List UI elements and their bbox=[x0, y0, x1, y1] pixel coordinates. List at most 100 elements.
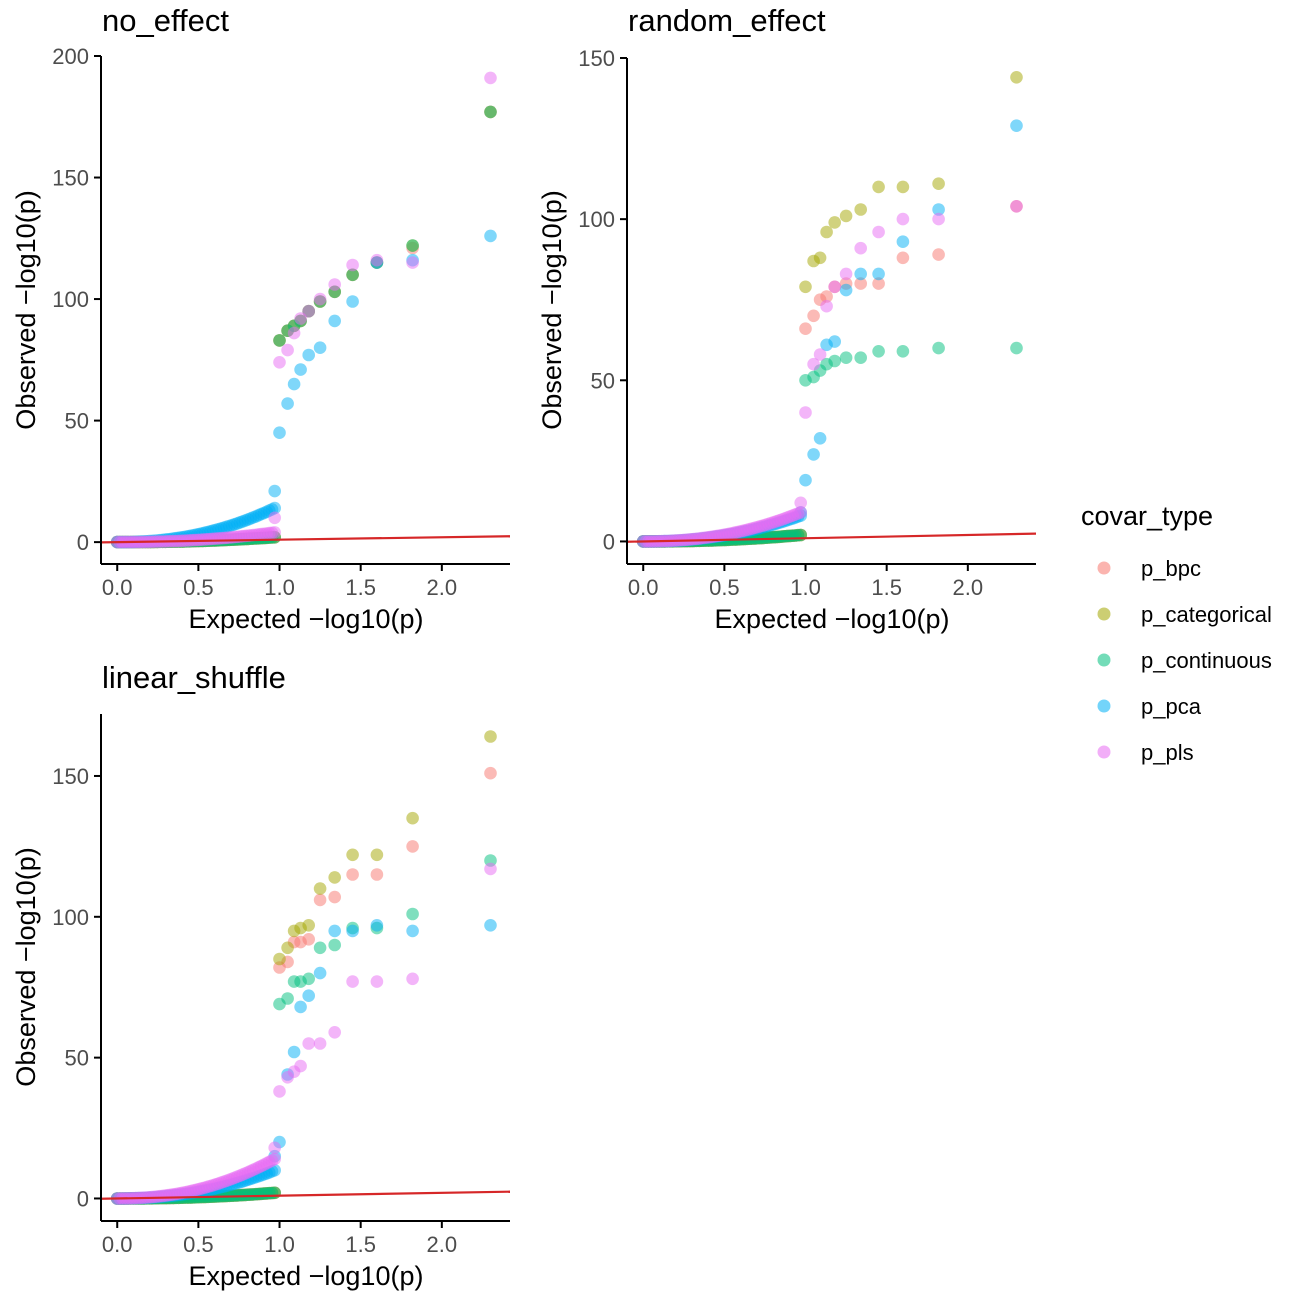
x-tick-label: 0.5 bbox=[183, 575, 214, 600]
data-points bbox=[110, 71, 497, 549]
x-axis-title: Expected −log10(p) bbox=[189, 604, 424, 634]
legend-item-p-categorical: p_categorical bbox=[1097, 602, 1272, 627]
point-p-categorical bbox=[828, 216, 841, 229]
point-p-categorical bbox=[370, 848, 384, 862]
legend-title: covar_type bbox=[1081, 501, 1213, 531]
point-p-pca bbox=[896, 235, 910, 248]
point-p-bpc bbox=[932, 248, 945, 261]
point-p-pca bbox=[1010, 119, 1023, 132]
legend-key-p-pca bbox=[1097, 699, 1111, 713]
y-tick-label: 50 bbox=[65, 1046, 89, 1071]
y-tick-label: 150 bbox=[52, 764, 89, 789]
point-p-categorical bbox=[1010, 71, 1023, 84]
point-p-pca bbox=[813, 432, 827, 445]
y-tick-label: 0 bbox=[77, 1186, 89, 1211]
point-p-continuous bbox=[281, 992, 294, 1005]
y-tick-label: 100 bbox=[52, 905, 89, 930]
point-p-pca bbox=[406, 924, 419, 938]
panel-no-effect: no_effect Expected −log10(p) Observed −l… bbox=[11, 3, 511, 634]
x-tick-label: 2.0 bbox=[427, 575, 458, 600]
point-p-pls bbox=[807, 357, 820, 371]
y-tick-label: 50 bbox=[65, 409, 89, 434]
y-axis-title: Observed −log10(p) bbox=[11, 847, 41, 1086]
point-p-pls bbox=[820, 299, 833, 313]
point-p-pls bbox=[1010, 200, 1023, 213]
point-p-pca bbox=[302, 348, 316, 362]
point-p-categorical bbox=[799, 280, 812, 294]
y-axis-title: Observed −log10(p) bbox=[11, 190, 41, 429]
point-p-bpc bbox=[854, 277, 867, 290]
point-p-continuous bbox=[406, 239, 419, 252]
legend-item-p-bpc: p_bpc bbox=[1097, 556, 1201, 581]
legend-label-p-bpc: p_bpc bbox=[1141, 556, 1201, 581]
legend-key-p-categorical bbox=[1097, 607, 1111, 621]
point-p-pls bbox=[328, 278, 342, 291]
point-p-bpc bbox=[302, 933, 316, 946]
panel-title-linear-shuffle: linear_shuffle bbox=[102, 660, 286, 695]
x-tick-label: 0.5 bbox=[183, 1232, 214, 1257]
point-p-pca bbox=[273, 426, 286, 440]
point-p-pls bbox=[268, 1141, 282, 1155]
point-p-continuous bbox=[854, 351, 867, 365]
point-p-continuous bbox=[346, 268, 359, 282]
y-axis-title: Observed −log10(p) bbox=[537, 190, 567, 429]
point-p-pls bbox=[287, 326, 301, 340]
legend-label-p-categorical: p_categorical bbox=[1141, 602, 1272, 627]
point-p-pca bbox=[828, 335, 841, 348]
point-p-pls bbox=[872, 225, 885, 239]
point-p-continuous bbox=[484, 105, 497, 119]
point-p-bpc bbox=[328, 890, 342, 904]
point-p-pls bbox=[273, 1085, 286, 1098]
point-p-pls bbox=[346, 258, 359, 272]
point-p-pls bbox=[268, 1152, 282, 1166]
point-p-pca bbox=[281, 397, 294, 410]
x-tick-label: 0.5 bbox=[709, 575, 740, 600]
point-p-bpc bbox=[820, 290, 833, 303]
x-tick-label: 2.0 bbox=[953, 575, 984, 600]
point-p-pca bbox=[484, 919, 497, 932]
legend-label-p-continuous: p_continuous bbox=[1141, 648, 1272, 673]
y-tick-label: 150 bbox=[578, 46, 615, 71]
y-tick-label: 100 bbox=[52, 287, 89, 312]
y-tick-label: 150 bbox=[52, 166, 89, 191]
x-tick-label: 1.5 bbox=[345, 1232, 376, 1257]
point-p-continuous bbox=[1010, 341, 1023, 355]
point-p-continuous bbox=[302, 972, 316, 986]
point-p-pls bbox=[294, 312, 307, 325]
point-p-continuous bbox=[896, 345, 910, 358]
point-p-pls bbox=[370, 975, 384, 988]
x-tick-label: 1.0 bbox=[264, 575, 295, 600]
panel-linear-shuffle: linear_shuffle Expected −log10(p) Observ… bbox=[11, 660, 511, 1291]
point-p-pls bbox=[268, 526, 282, 539]
point-p-bpc bbox=[370, 868, 384, 881]
point-p-categorical bbox=[346, 848, 359, 862]
point-p-pls bbox=[273, 356, 286, 369]
point-p-continuous bbox=[268, 1186, 282, 1200]
x-tick-label: 0.0 bbox=[102, 1232, 133, 1257]
point-p-pca bbox=[932, 203, 945, 216]
legend-key-p-continuous bbox=[1097, 653, 1111, 667]
point-p-continuous bbox=[839, 351, 853, 365]
legend-label-p-pls: p_pls bbox=[1141, 740, 1194, 765]
panel-title-no-effect: no_effect bbox=[102, 3, 229, 38]
x-tick-label: 0.0 bbox=[628, 575, 659, 600]
point-p-categorical bbox=[273, 952, 286, 966]
panel-random-effect: random_effect Expected −log10(p) Observe… bbox=[537, 3, 1037, 634]
x-tick-label: 0.0 bbox=[102, 575, 133, 600]
point-p-categorical bbox=[313, 882, 327, 895]
point-p-categorical bbox=[484, 730, 497, 743]
point-p-pca bbox=[268, 501, 282, 515]
point-p-categorical bbox=[932, 177, 945, 190]
point-p-pca bbox=[313, 966, 327, 980]
point-p-categorical bbox=[820, 225, 833, 239]
point-p-pls bbox=[813, 348, 827, 361]
reference-line bbox=[100, 535, 511, 544]
point-p-pls bbox=[406, 256, 419, 269]
point-p-pls bbox=[406, 972, 419, 986]
point-p-continuous bbox=[328, 938, 342, 952]
y-tick-label: 0 bbox=[603, 529, 615, 554]
point-p-bpc bbox=[807, 309, 820, 323]
x-axis-title: Expected −log10(p) bbox=[715, 604, 950, 634]
